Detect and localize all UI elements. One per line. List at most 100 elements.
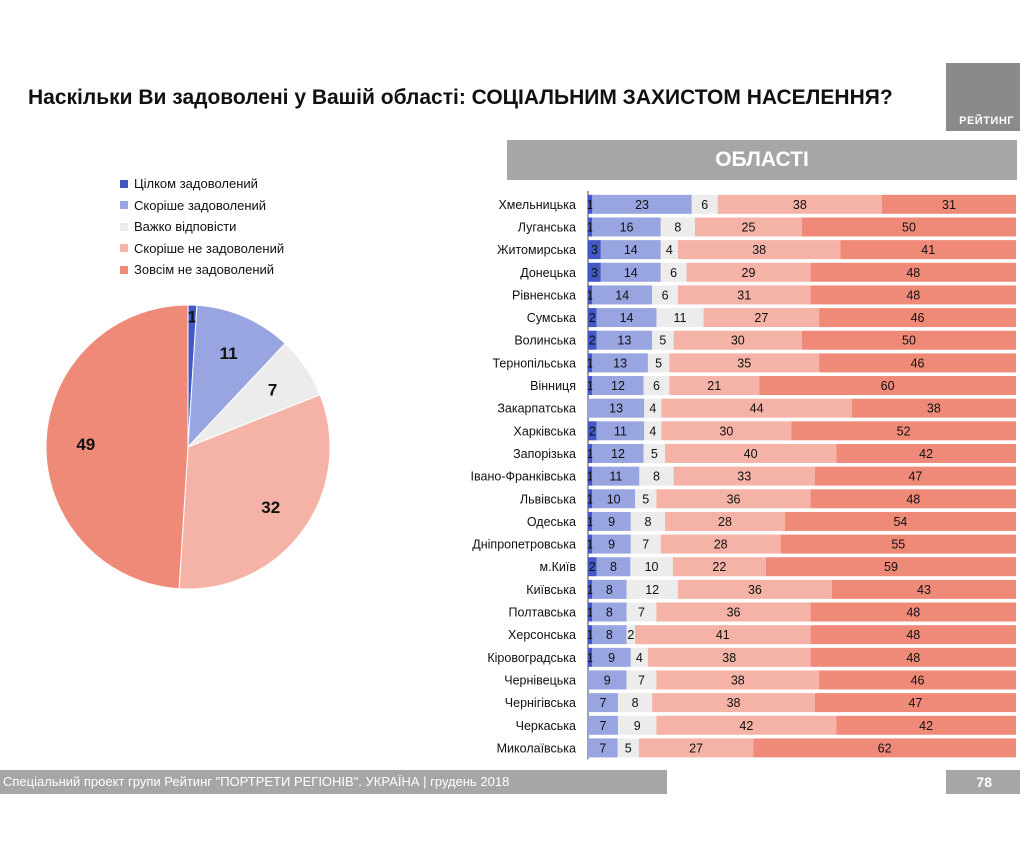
legend-item: Скоріше не задоволений: [120, 238, 284, 260]
bar-value-label: 3: [591, 243, 598, 257]
brand-logo: РЕЙТИНГ: [946, 63, 1020, 131]
bar-segment: [644, 398, 662, 418]
bar-value-label: 5: [642, 492, 649, 506]
bar-segment: [626, 602, 657, 622]
bar-value-label: 50: [902, 334, 916, 348]
region-label: Кіровоградська: [487, 651, 576, 665]
page-title: Наскільки Ви задоволені у Вашій області:…: [28, 86, 893, 109]
bar-value-label: 38: [927, 402, 941, 416]
bar-value-label: 1: [587, 606, 594, 620]
bar-segment: [780, 534, 1016, 554]
bar-value-label: 22: [712, 560, 726, 574]
bar-segment: [592, 376, 644, 396]
bar-segment: [660, 240, 678, 260]
bar-value-label: 8: [644, 515, 651, 529]
regions-header: ОБЛАСТІ: [507, 140, 1017, 180]
bar-segment: [814, 693, 1016, 713]
bar-segment: [677, 579, 832, 599]
bar-value-label: 2: [589, 424, 596, 438]
bar-value-label: 1: [587, 651, 594, 665]
bar-value-label: 4: [649, 424, 656, 438]
bar-segment: [851, 398, 1016, 418]
bar-value-label: 21: [707, 379, 721, 393]
bar-value-label: 4: [666, 243, 673, 257]
bar-segment: [810, 262, 1016, 282]
bar-value-label: 48: [906, 606, 920, 620]
legend-label: Скоріше задоволений: [134, 197, 267, 213]
bar-segment: [810, 285, 1016, 305]
bar-segment: [656, 308, 704, 328]
bar-value-label: 54: [893, 515, 907, 529]
bar-value-label: 3: [591, 266, 598, 280]
logo-text: РЕЙТИНГ: [959, 115, 1014, 127]
region-label: Івано-Франківська: [471, 470, 577, 484]
bar-value-label: 14: [624, 266, 638, 280]
legend-label: Скоріше не задоволений: [134, 240, 285, 256]
bar-value-label: 12: [645, 583, 659, 597]
bar-segment: [639, 466, 674, 486]
bar-value-label: 1: [587, 447, 594, 461]
bar-segment: [617, 693, 653, 713]
bar-segment: [802, 330, 1016, 350]
bar-value-label: 5: [655, 356, 662, 370]
bar-value-label: 5: [651, 447, 658, 461]
bar-value-label: 27: [754, 311, 768, 325]
bar-value-label: 27: [689, 741, 703, 755]
bar-value-label: 14: [620, 311, 634, 325]
bar-segment: [630, 534, 661, 554]
bar-value-label: 7: [600, 719, 607, 733]
bar-segment: [717, 194, 882, 214]
page-number: 78: [946, 770, 1020, 794]
bar-value-label: 60: [881, 379, 895, 393]
bar-segment: [673, 330, 802, 350]
bar-value-label: 9: [604, 673, 611, 687]
bar-value-label: 2: [589, 560, 596, 574]
bar-segment: [596, 557, 631, 577]
region-label: Волинська: [514, 334, 576, 348]
bar-segment: [630, 557, 673, 577]
bar-value-label: 46: [911, 673, 925, 687]
bar-segment: [656, 670, 820, 690]
bar-value-label: 1: [587, 356, 594, 370]
bar-segment: [819, 308, 1016, 328]
bar-segment: [588, 602, 593, 622]
bar-value-label: 48: [906, 628, 920, 642]
bar-segment: [588, 466, 593, 486]
bar-segment: [588, 738, 618, 758]
region-label: Тернопільська: [492, 356, 576, 370]
bar-segment: [596, 308, 657, 328]
bar-value-label: 1: [587, 220, 594, 234]
region-label: Черкаська: [516, 719, 576, 733]
bar-value-label: 10: [607, 492, 621, 506]
bar-segment: [626, 625, 636, 645]
bar-segment: [592, 647, 631, 667]
bar-segment: [814, 466, 1016, 486]
bar-value-label: 44: [750, 402, 764, 416]
bar-segment: [831, 579, 1016, 599]
bar-segment: [686, 262, 811, 282]
bar-value-label: 30: [719, 424, 733, 438]
bar-segment: [652, 285, 678, 305]
bar-segment: [588, 421, 597, 441]
bar-segment: [600, 262, 661, 282]
bar-segment: [840, 240, 1016, 260]
bar-segment: [652, 693, 815, 713]
bar-segment: [660, 262, 687, 282]
bar-value-label: 1: [587, 538, 594, 552]
legend-item: Цілком задоволений: [120, 173, 284, 195]
bar-segment: [588, 240, 601, 260]
bar-value-label: 9: [608, 651, 615, 665]
bar-value-label: 42: [919, 447, 933, 461]
region-label: Миколаївська: [497, 741, 576, 755]
bar-value-label: 28: [714, 538, 728, 552]
bar-segment: [617, 715, 657, 735]
bar-segment: [588, 579, 593, 599]
bar-segment: [669, 353, 820, 373]
bar-segment: [588, 647, 593, 667]
bar-segment: [635, 489, 657, 509]
bar-segment: [691, 194, 718, 214]
bar-value-label: 7: [600, 696, 607, 710]
bar-segment: [810, 625, 1016, 645]
bar-value-label: 9: [608, 515, 615, 529]
bar-segment: [630, 511, 666, 531]
